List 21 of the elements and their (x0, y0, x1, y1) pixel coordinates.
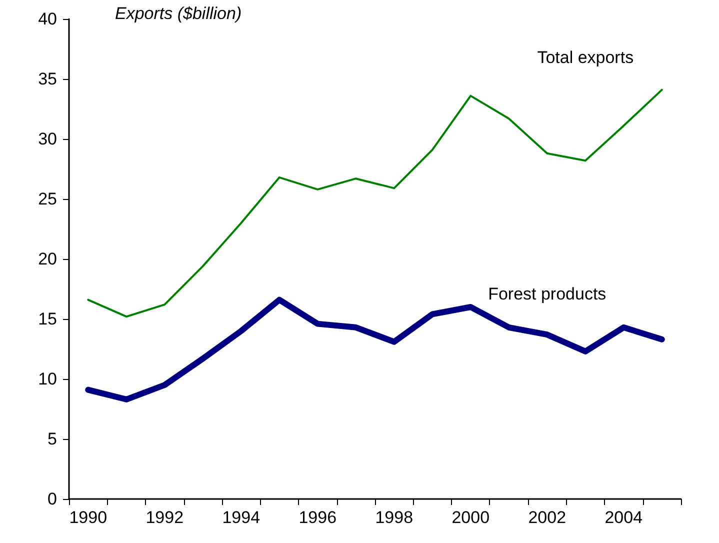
x-tick-label: 2002 (528, 508, 566, 527)
x-tick-label: 1992 (146, 508, 184, 527)
text: Total exports (537, 48, 634, 67)
x-tick-label: 1994 (222, 508, 260, 527)
y-tick-label: 35 (38, 70, 57, 88)
y-tick-label: 25 (38, 190, 57, 208)
x-tick-label: 1990 (69, 508, 108, 527)
y-axis-title: Exports ($billion) (115, 4, 242, 23)
y-tick-label: 15 (38, 310, 57, 328)
x-tick-label: 2000 (452, 508, 490, 527)
y-tick-label: 40 (38, 10, 57, 28)
series-label: Forest products (488, 284, 606, 304)
x-tick-label: 2004 (604, 508, 643, 527)
y-tick-label: 10 (38, 370, 57, 388)
y-tick-label: 20 (38, 250, 57, 268)
y-tick-label: 5 (48, 430, 57, 448)
x-tick-label: 1998 (375, 508, 414, 527)
x-tick-label: 1996 (298, 508, 337, 527)
y-tick-label: 0 (48, 490, 57, 508)
y-tick-label: 30 (38, 130, 57, 148)
line-series (87, 88, 663, 318)
